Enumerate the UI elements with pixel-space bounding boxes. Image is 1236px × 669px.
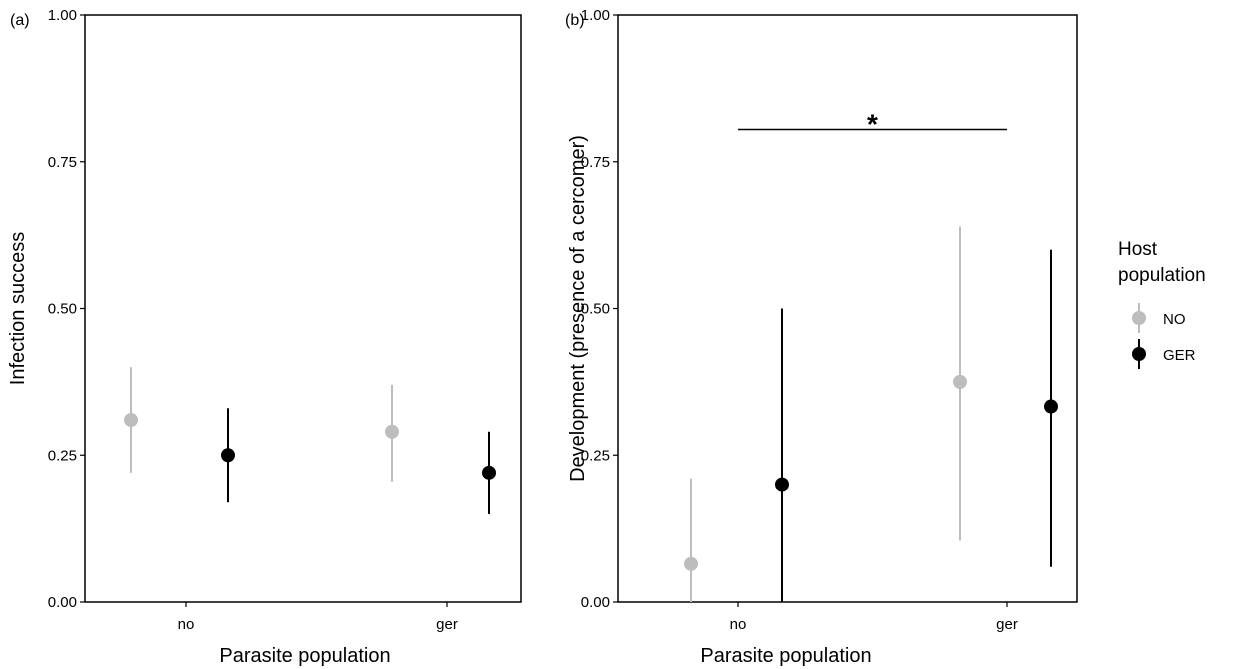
y-tick-label: 0.75	[48, 154, 77, 171]
x-axis-title: Parasite population	[219, 645, 390, 667]
point-no	[385, 424, 399, 439]
y-tick-label: 0.75	[581, 154, 610, 171]
y-tick-label: 0.50	[48, 301, 77, 318]
point-ger	[775, 477, 789, 492]
point-no	[684, 556, 698, 571]
point-ger	[221, 448, 235, 463]
x-tick-label: ger	[996, 616, 1018, 633]
panel-a: 0.00 0.25 0.50 0.75 1.00 no ger Parasite popula…	[7, 7, 522, 667]
y-tick-label: 0.00	[581, 594, 610, 611]
y-axis-title: Development (presence of a cercomer)	[567, 135, 589, 482]
y-axis-title: Infection success	[7, 232, 29, 385]
legend-label: NO	[1163, 311, 1186, 328]
y-tick-label: 0.25	[581, 447, 610, 464]
point-no	[124, 413, 138, 428]
panel-label: (b)	[565, 12, 585, 29]
y-tick-label: 1.00	[48, 7, 77, 24]
legend-key-point	[1132, 311, 1146, 325]
y-tick-label: 0.50	[581, 301, 610, 318]
x-tick-label: no	[730, 616, 747, 633]
legend-title: Host	[1118, 239, 1158, 260]
legend-title: population	[1118, 265, 1206, 286]
point-ger	[482, 465, 496, 480]
x-tick-label: no	[178, 616, 195, 633]
plot-frame	[617, 14, 1078, 603]
point-ger	[1044, 399, 1058, 414]
y-tick-label: 1.00	[581, 7, 610, 24]
panel-label: (a)	[10, 12, 30, 29]
x-axis-title: Parasite population	[700, 645, 871, 667]
y-tick-label: 0.00	[48, 594, 77, 611]
legend-key-point	[1132, 347, 1146, 361]
x-tick-label: ger	[436, 616, 458, 633]
y-tick-label: 0.25	[48, 447, 77, 464]
significance-marker: *	[867, 108, 878, 139]
legend: Host population NO GER	[1118, 239, 1206, 369]
plot-frame	[84, 14, 522, 603]
point-no	[953, 374, 967, 389]
legend-label: GER	[1163, 347, 1196, 364]
panel-b: 0.00 0.25 0.50 0.75 1.00 no ger Parasite popula…	[565, 7, 1078, 667]
